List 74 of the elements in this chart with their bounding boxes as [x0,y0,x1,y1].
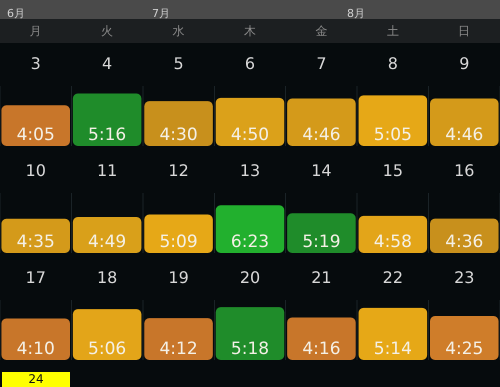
data-label: 4:16 [302,338,341,359]
bar [72,216,142,253]
x-tick-label: 18 [96,268,118,287]
text: 7月 [152,6,170,21]
data-label: 4:30 [159,124,198,145]
data-label: 4:58 [374,232,412,252]
bar [358,308,428,360]
category-label: 日 [457,23,472,40]
category-label: 金 [314,23,328,40]
text: 6月 [7,6,25,21]
x-tick-label: 20 [240,268,260,287]
x-tick-label: 8 [388,54,398,73]
bar [430,218,499,253]
x-tick-label: 3 [30,54,41,73]
x-tick-label: 14 [311,160,332,180]
data-label: 4:46 [445,124,484,145]
x-tick-label: 21 [311,268,332,287]
data-label: 5:19 [302,232,341,252]
x-tick-label: 4 [102,54,112,73]
bar [1,105,70,146]
x-tick-label: 22 [382,268,404,287]
bar [287,98,356,146]
data-label: 5:05 [374,124,412,145]
data-label: 4:35 [16,232,55,252]
bar [216,98,284,146]
x-tick-label: 11 [96,160,118,180]
bar [287,213,356,253]
x-tick-label: 7 [316,54,327,73]
bar [144,101,213,146]
bar [287,317,356,360]
data-label: 4:49 [88,232,126,252]
bar [1,318,70,360]
x-tick-label: 6 [244,54,256,73]
x-tick-label: 15 [382,160,404,180]
bar [72,94,142,146]
x-tick-label: 17 [26,268,46,287]
data-label: 4:46 [302,124,341,145]
bar [1,218,70,253]
text: 8月 [347,6,365,21]
bar [216,307,284,360]
data-label: 5:18 [230,338,270,359]
category-label: 水 [172,23,186,40]
x-tick-label: 9 [459,54,470,73]
data-label: 5:09 [159,232,198,252]
category-label: 土 [386,23,400,40]
bar [144,318,213,360]
bar [72,309,142,360]
bar [430,98,499,146]
data-label: 6:23 [230,232,270,252]
category-label: 木 [242,23,257,40]
x-tick-label: 23 [454,268,474,287]
bar [358,95,428,146]
x-tick-label: 12 [168,160,189,180]
data-label: 5:16 [88,124,126,145]
data-label: 4:25 [445,338,484,359]
text: 24 [28,372,44,386]
bar [358,216,428,253]
category-label: 火 [100,23,114,40]
bar [430,316,499,360]
bar [216,205,284,253]
x-tick-label: 16 [454,160,474,180]
data-label: 5:14 [374,338,412,359]
data-label: 4:36 [445,232,484,252]
x-tick-label: 13 [240,160,260,180]
data-label: 4:05 [16,124,55,145]
bar [144,214,213,253]
x-tick-label: 19 [168,268,189,287]
data-label: 4:12 [159,338,198,359]
x-tick-label: 5 [173,54,184,73]
category-label: 月 [28,23,43,40]
data-label: 4:10 [16,338,55,359]
data-label: 5:06 [88,338,126,359]
x-tick-label: 10 [26,160,46,180]
data-label: 4:50 [230,124,270,145]
